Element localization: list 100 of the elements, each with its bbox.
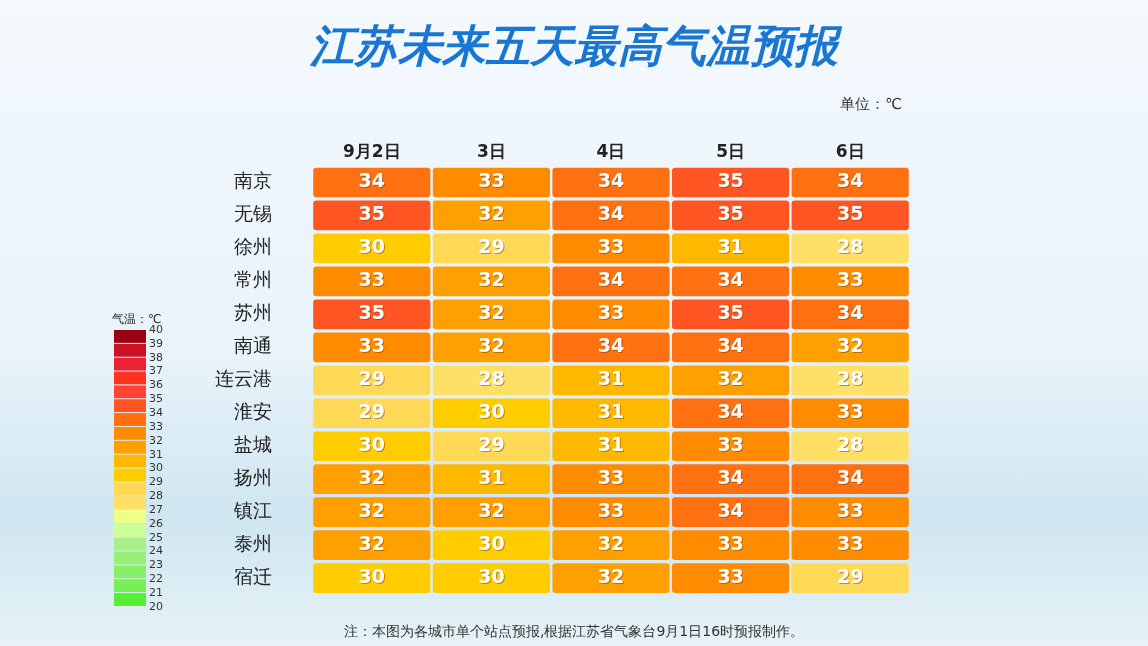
color-bar-label: 36 (149, 378, 163, 392)
data-label: 31 (598, 401, 626, 424)
y-tick-label: 常州 (234, 268, 272, 291)
data-label: 30 (358, 235, 386, 258)
data-label: 34 (836, 466, 864, 489)
y-tick-label: 苏州 (234, 301, 272, 324)
data-label: 31 (598, 434, 626, 457)
color-bar-label: 33 (149, 419, 163, 433)
data-label: 33 (598, 236, 626, 259)
data-label: 30 (478, 565, 505, 588)
y-tick-label: 宿迁 (234, 565, 272, 588)
data-label: 34 (598, 335, 626, 358)
x-tick-label: 9月2日 (342, 141, 401, 162)
data-label: 33 (598, 467, 626, 490)
data-label: 33 (478, 169, 505, 192)
data-label: 34 (836, 301, 864, 324)
chart-title: 江苏未来五天最高气温预报 (309, 20, 843, 72)
color-bar-label: 38 (149, 350, 163, 364)
data-label: 33 (836, 400, 864, 423)
data-label: 29 (836, 565, 864, 588)
data-label: 33 (836, 499, 864, 522)
data-label: 34 (598, 170, 626, 193)
data-label: 33 (836, 268, 864, 291)
data-label: 32 (358, 499, 386, 522)
data-label: 32 (836, 334, 864, 357)
color-bar-label: 28 (149, 489, 163, 503)
data-label: 34 (358, 169, 386, 192)
color-bar-label: 40 (149, 322, 163, 336)
color-bar-label: 21 (149, 586, 163, 600)
data-label: 35 (718, 302, 745, 325)
y-tick-label: 盐城 (234, 433, 272, 456)
data-label: 34 (836, 169, 864, 192)
text: 单位：℃ (840, 94, 902, 113)
data-label: 28 (836, 433, 864, 456)
y-tick-label: 扬州 (234, 466, 272, 489)
x-tick-label: 4日 (596, 141, 626, 162)
data-label: 32 (598, 566, 626, 589)
data-label: 33 (358, 334, 386, 357)
y-tick-label: 淮安 (234, 400, 272, 423)
data-label: 33 (718, 566, 745, 589)
data-label: 30 (478, 400, 505, 423)
data-label: 33 (358, 268, 386, 291)
data-label: 33 (598, 302, 626, 325)
color-bar-label: 22 (149, 572, 163, 586)
color-bar-label: 20 (149, 599, 163, 613)
color-bar-label: 25 (149, 530, 163, 544)
data-label: 32 (718, 368, 745, 391)
x-tick-label: 3日 (476, 141, 506, 162)
data-label: 30 (478, 532, 505, 555)
data-label: 35 (358, 301, 386, 324)
color-bar-label: 32 (149, 433, 163, 447)
data-label: 32 (478, 268, 505, 291)
color-bar-label: 23 (149, 558, 163, 572)
data-label: 32 (598, 533, 626, 556)
x-tick-label: 5日 (716, 141, 746, 162)
data-label: 34 (718, 401, 745, 424)
color-bar-label: 27 (149, 502, 163, 516)
y-tick-label: 无锡 (234, 202, 272, 225)
data-label: 33 (598, 500, 626, 523)
y-tick-label: 南京 (234, 169, 272, 192)
data-label: 32 (478, 202, 505, 225)
color-bar-label: 24 (149, 544, 163, 558)
y-tick-label: 徐州 (234, 235, 272, 258)
data-label: 29 (478, 235, 505, 258)
data-label: 35 (836, 202, 864, 225)
data-label: 34 (598, 269, 626, 292)
data-label: 28 (478, 367, 505, 390)
x-tick-label: 6日 (835, 141, 865, 162)
data-label: 34 (718, 467, 745, 490)
data-label: 34 (718, 269, 745, 292)
data-label: 32 (358, 466, 386, 489)
data-label: 32 (478, 499, 505, 522)
data-label: 33 (718, 434, 745, 457)
data-label: 31 (598, 368, 626, 391)
color-bar-label: 29 (149, 475, 163, 489)
data-label: 35 (358, 202, 386, 225)
data-label: 32 (478, 334, 505, 357)
data-label: 29 (358, 367, 386, 390)
color-bar-label: 34 (149, 405, 163, 419)
data-label: 34 (598, 203, 626, 226)
data-label: 29 (358, 400, 386, 423)
y-tick-label: 泰州 (234, 532, 272, 555)
color-bar-label: 39 (149, 336, 163, 350)
data-label: 28 (836, 235, 864, 258)
color-bar-label: 31 (149, 447, 163, 461)
y-tick-label: 镇江 (233, 499, 272, 522)
data-label: 31 (478, 466, 505, 489)
color-bar-label: 30 (149, 461, 163, 475)
color-bar-label: 37 (149, 364, 163, 378)
data-label: 35 (718, 203, 745, 226)
y-tick-label: 南通 (234, 334, 272, 357)
color-bar-label: 35 (149, 392, 163, 406)
data-label: 29 (478, 433, 505, 456)
data-label: 30 (358, 433, 386, 456)
data-label: 28 (836, 367, 864, 390)
color-bar-label: 26 (149, 516, 163, 530)
data-label: 34 (718, 500, 745, 523)
data-label: 31 (718, 236, 745, 259)
data-label: 33 (836, 532, 864, 555)
text: 注：本图为各城市单个站点预报,根据江苏省气象台9月1日16时预报制作。 (343, 622, 805, 639)
